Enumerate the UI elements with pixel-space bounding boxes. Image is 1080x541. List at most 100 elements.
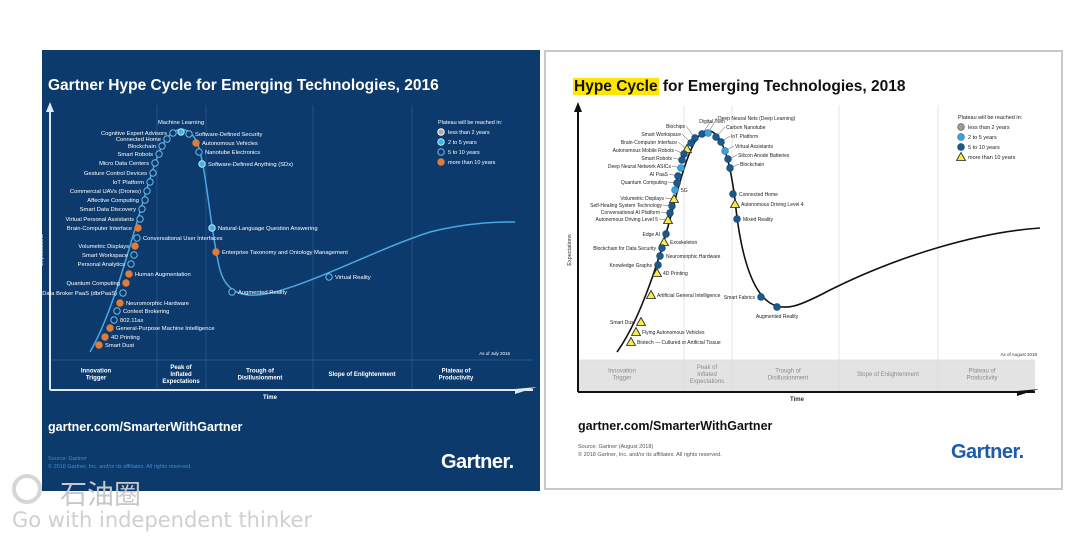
technology-label: Quantum Computing	[621, 180, 667, 186]
technology-marker-icon	[729, 190, 737, 198]
technology-label: Connected Home	[116, 137, 161, 143]
technology-triangle-icon	[651, 267, 663, 277]
legend-marker-icon	[957, 123, 965, 131]
technology-marker-icon	[668, 202, 676, 210]
phase-label: Plateau of Productivity	[439, 369, 474, 382]
technology-label: General-Purpose Machine Intelligence	[116, 326, 215, 332]
technology-label: Deep Neural Nets (Deep Learning)	[718, 116, 796, 122]
gartner-logo-2016: Gartner.	[441, 451, 514, 473]
legend-marker-icon	[957, 143, 965, 151]
technology-marker-icon	[138, 205, 146, 213]
technology-label: Smart Fabrics	[724, 295, 756, 301]
technology-marker-icon	[149, 169, 157, 177]
watermark-logo-icon	[12, 474, 42, 504]
legend-marker-icon	[957, 133, 965, 141]
x-axis-arrow-icon	[1017, 389, 1039, 396]
technology-label: Blockchain for Data Security	[593, 246, 656, 252]
technology-marker-icon	[757, 293, 765, 301]
technology-label: Human Augmentation	[135, 272, 191, 278]
technology-label: Edge AI	[642, 232, 660, 238]
y-axis-arrow-icon	[574, 102, 582, 112]
technology-label: Conversational AI Platform	[601, 210, 660, 216]
gartner-url-2016[interactable]: gartner.com/SmarterWithGartner	[48, 420, 243, 434]
x-axis-label: Time	[790, 397, 805, 403]
technology-triangle-icon	[645, 289, 657, 299]
technology-label: Virtual Personal Assistants	[65, 217, 134, 223]
technology-marker-icon	[673, 179, 681, 187]
technology-label: Context Brokering	[123, 309, 169, 315]
technology-marker-icon	[130, 251, 138, 259]
technology-marker-icon	[119, 289, 127, 297]
phase-label: Innovation Trigger	[81, 369, 112, 382]
technology-label: Enterprise Taxonomy and Ontology Managem…	[222, 250, 348, 256]
legend-item-label: 5 to 10 years	[968, 145, 1000, 151]
technology-label: Artificial General Intelligence	[657, 293, 721, 299]
technology-marker-icon	[131, 242, 139, 250]
technology-marker-icon	[177, 128, 185, 136]
watermark-slogan: Go with independent thinker	[12, 508, 313, 532]
technology-label: Autonomous Mobile Robots	[613, 148, 675, 154]
technology-label: 5G	[681, 188, 688, 194]
technology-label: 4D Printing	[663, 271, 688, 277]
technology-label: Smart Dust	[105, 343, 134, 349]
legend-item-label: less than 2 years	[968, 125, 1010, 131]
technology-marker-icon	[656, 252, 664, 260]
technology-label: Personal Analytics	[78, 262, 125, 268]
technology-marker-icon	[674, 172, 682, 180]
technology-marker-icon	[325, 273, 333, 281]
legend-triangle-icon	[955, 151, 967, 161]
technology-label: Connected Home	[739, 192, 778, 198]
technology-label: AI PaaS	[650, 172, 669, 178]
legend-marker-icon	[437, 138, 445, 146]
phase-label: Plateau of Productivity	[966, 369, 997, 382]
technology-marker-icon	[146, 178, 154, 186]
gartner-url-2018[interactable]: gartner.com/SmarterWithGartner	[578, 419, 773, 433]
technology-marker-icon	[662, 230, 670, 238]
legend-item-label: 5 to 10 years	[448, 150, 480, 156]
technology-marker-icon	[198, 160, 206, 168]
legend-item-label: more than 10 years	[968, 155, 1016, 161]
technology-triangle-icon	[658, 236, 670, 246]
technology-marker-icon	[691, 134, 699, 142]
technology-marker-icon	[158, 142, 166, 150]
technology-label: Augmented Reality	[756, 314, 799, 320]
x-axis-label: Time	[263, 395, 278, 401]
technology-label: Autonomous Vehicles	[202, 141, 258, 147]
technology-marker-icon	[163, 135, 171, 143]
hype-cycle-2018-panel	[544, 50, 1063, 490]
legend-marker-icon	[437, 148, 445, 156]
technology-label: Carbon Nanotube	[726, 125, 766, 131]
technology-label: Volumetric Displays	[78, 244, 129, 250]
technology-marker-icon	[185, 130, 193, 138]
as-of-date: As of August 2018	[1000, 352, 1037, 357]
technology-label: Biotech — Cultured or Artificial Tissue	[637, 340, 721, 346]
technology-label: Autonomous Driving Level 4	[741, 202, 804, 208]
technology-label: Smart Workspace	[82, 253, 128, 259]
watermark-brand: 石油圈	[60, 480, 141, 511]
technology-label: Software-Defined Anything (SDx)	[208, 162, 293, 168]
technology-triangle-icon	[668, 193, 680, 203]
technology-label: Augmented Reality	[238, 290, 287, 296]
technology-marker-icon	[195, 148, 203, 156]
technology-marker-icon	[677, 164, 685, 172]
legend-item-label: 2 to 5 years	[448, 140, 477, 146]
technology-label: Smart Robots	[641, 156, 672, 162]
y-axis-arrow-icon	[46, 102, 54, 112]
as-of-date: As of July 2016	[479, 351, 510, 356]
technology-marker-icon	[127, 260, 135, 268]
technology-label: Neuromorphic Hardware	[666, 254, 721, 260]
technology-marker-icon	[712, 133, 720, 141]
technology-label: Volumetric Displays	[620, 196, 664, 202]
technology-label: Virtual Assistants	[735, 144, 773, 150]
technology-triangle-icon	[662, 214, 674, 224]
technology-marker-icon	[110, 316, 118, 324]
technology-marker-icon	[698, 130, 706, 138]
technology-label: Mixed Reality	[743, 217, 774, 223]
technology-label: Affective Computing	[87, 198, 139, 204]
technology-label: Self-Healing System Technology	[590, 203, 662, 209]
legend-title: Plateau will be reached in:	[958, 115, 1023, 121]
technology-marker-icon	[106, 324, 114, 332]
x-axis-arrow-icon	[515, 387, 537, 394]
technology-label: Software-Defined Security	[195, 132, 262, 138]
